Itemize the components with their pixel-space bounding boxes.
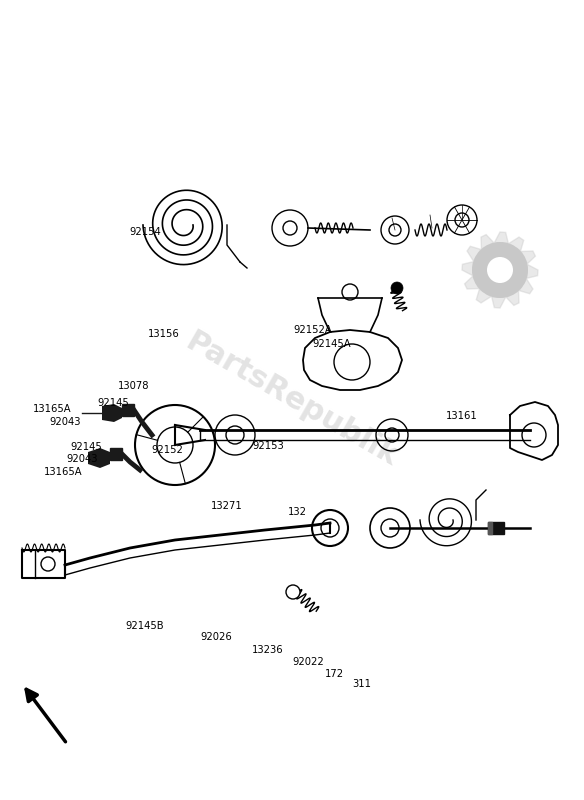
Text: 92145B: 92145B <box>126 621 164 630</box>
Text: 92152: 92152 <box>151 445 183 454</box>
Bar <box>488 522 504 534</box>
Text: 13165A: 13165A <box>33 404 72 414</box>
Text: 13161: 13161 <box>446 411 477 421</box>
Bar <box>488 522 492 534</box>
Polygon shape <box>492 297 506 308</box>
Polygon shape <box>88 448 110 468</box>
Text: 92026: 92026 <box>200 632 232 642</box>
Text: 13165A: 13165A <box>44 467 82 477</box>
Text: PartsRepublik: PartsRepublik <box>180 327 404 473</box>
Polygon shape <box>527 265 538 278</box>
Text: 311: 311 <box>353 679 371 689</box>
Text: 92043: 92043 <box>50 417 81 426</box>
Polygon shape <box>462 262 473 275</box>
Text: 13078: 13078 <box>117 381 149 390</box>
Text: 92145: 92145 <box>98 398 129 408</box>
Polygon shape <box>521 251 536 264</box>
Text: 92145: 92145 <box>71 442 102 452</box>
Text: 13271: 13271 <box>211 502 242 511</box>
Bar <box>110 448 122 460</box>
Polygon shape <box>467 246 481 261</box>
Polygon shape <box>477 289 491 303</box>
Polygon shape <box>519 279 533 294</box>
Circle shape <box>472 242 528 298</box>
Polygon shape <box>102 404 122 422</box>
Text: 172: 172 <box>325 669 343 678</box>
Text: 92153: 92153 <box>253 442 284 451</box>
Polygon shape <box>506 291 519 306</box>
Polygon shape <box>465 276 479 289</box>
Text: 92043: 92043 <box>66 454 98 464</box>
Polygon shape <box>509 237 524 251</box>
Text: 92154: 92154 <box>129 227 161 237</box>
Polygon shape <box>481 234 494 249</box>
Text: 13156: 13156 <box>148 330 179 339</box>
Circle shape <box>487 257 513 283</box>
Text: 92145A: 92145A <box>312 339 351 349</box>
Text: 92152A: 92152A <box>294 326 332 335</box>
Text: 13236: 13236 <box>252 645 283 654</box>
Circle shape <box>286 585 300 599</box>
Bar <box>122 404 134 416</box>
Text: 132: 132 <box>288 507 307 517</box>
Polygon shape <box>495 232 508 243</box>
Text: 92022: 92022 <box>293 658 324 667</box>
Circle shape <box>391 282 403 294</box>
